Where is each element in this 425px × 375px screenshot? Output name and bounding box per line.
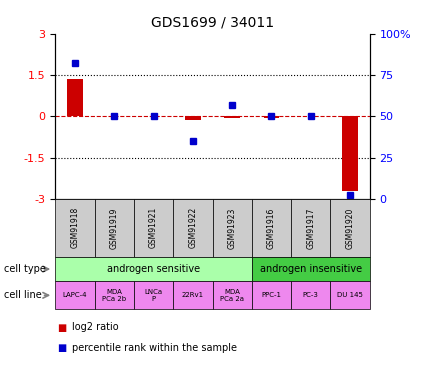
Text: androgen insensitive: androgen insensitive (260, 264, 362, 274)
Text: LNCa
P: LNCa P (144, 289, 163, 302)
Text: PPC-1: PPC-1 (261, 292, 281, 298)
Text: GSM91917: GSM91917 (306, 207, 315, 249)
Text: MDA
PCa 2b: MDA PCa 2b (102, 289, 126, 302)
Bar (342, 116, 358, 190)
Text: GSM91923: GSM91923 (228, 207, 237, 249)
Text: cell line: cell line (4, 290, 42, 300)
Text: GSM91919: GSM91919 (110, 207, 119, 249)
Text: GSM91918: GSM91918 (71, 207, 79, 249)
Text: percentile rank within the sample: percentile rank within the sample (72, 343, 237, 353)
Text: cell type: cell type (4, 264, 46, 274)
Bar (264, 116, 279, 118)
Text: ■: ■ (57, 343, 67, 353)
Text: MDA
PCa 2a: MDA PCa 2a (220, 289, 244, 302)
Text: LAPC-4: LAPC-4 (62, 292, 87, 298)
Bar (67, 79, 83, 116)
Bar (185, 116, 201, 120)
Text: DU 145: DU 145 (337, 292, 363, 298)
Text: GSM91921: GSM91921 (149, 207, 158, 249)
Text: GSM91920: GSM91920 (346, 207, 354, 249)
Bar (224, 116, 240, 118)
Text: PC-3: PC-3 (303, 292, 319, 298)
Text: GSM91922: GSM91922 (188, 207, 197, 249)
Text: GSM91916: GSM91916 (267, 207, 276, 249)
Text: log2 ratio: log2 ratio (72, 322, 119, 333)
Text: 22Rv1: 22Rv1 (182, 292, 204, 298)
Text: GDS1699 / 34011: GDS1699 / 34011 (151, 15, 274, 29)
Text: ■: ■ (57, 322, 67, 333)
Text: androgen sensitive: androgen sensitive (107, 264, 200, 274)
